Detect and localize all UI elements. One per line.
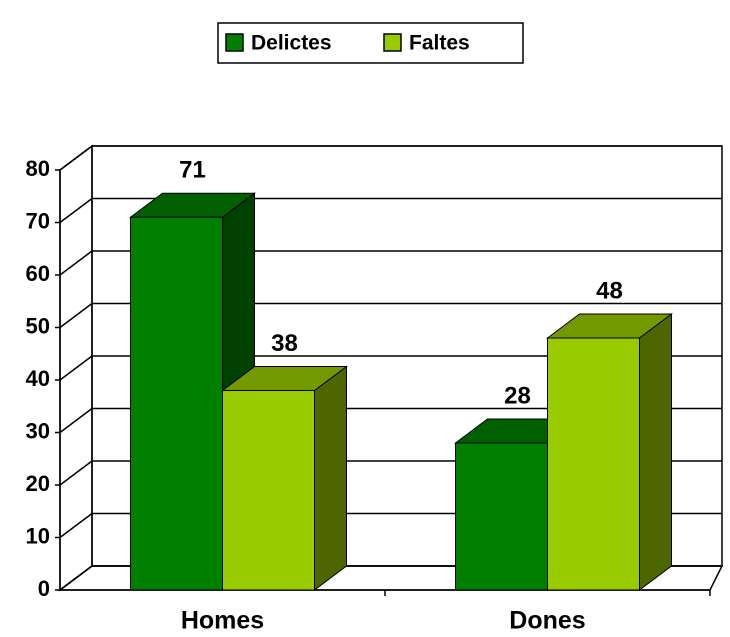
grid-line: [59, 460, 93, 486]
legend-box: [217, 22, 524, 64]
legend-swatch: [383, 33, 402, 52]
grid-line: [59, 565, 93, 591]
legend-swatch: [225, 33, 244, 52]
x-tick-label: Homes: [181, 607, 264, 635]
grid-line: [59, 355, 93, 381]
value-label: 28: [504, 382, 531, 409]
grid-line: [59, 197, 93, 224]
bar: [222, 390, 315, 591]
y-tick-label: 40: [26, 366, 50, 391]
grid-line: [59, 250, 93, 276]
bar-side: [314, 365, 347, 591]
y-tick-label: 0: [38, 576, 50, 601]
x-tick-label: Dones: [509, 607, 585, 635]
y-tick-label: 60: [26, 261, 50, 286]
y-tick-label: 30: [26, 418, 50, 443]
y-tick-label: 50: [26, 313, 50, 338]
bar: [130, 216, 223, 591]
legend-label: Delictes: [251, 32, 332, 55]
grid-line: [59, 145, 93, 171]
value-label: 38: [271, 330, 298, 357]
y-tick-label: 80: [26, 156, 50, 181]
value-label: 48: [596, 277, 623, 304]
value-label: 71: [179, 157, 206, 184]
bar: [547, 337, 640, 591]
legend-label: Faltes: [409, 32, 470, 55]
y-tick-label: 20: [26, 471, 50, 496]
grid-line: [59, 302, 93, 329]
bar-side: [639, 313, 672, 591]
grid-line: [59, 407, 93, 434]
bar: [455, 442, 548, 591]
y-tick-label: 70: [26, 208, 50, 233]
y-tick-label: 10: [26, 523, 50, 548]
grid-line: [59, 512, 93, 539]
